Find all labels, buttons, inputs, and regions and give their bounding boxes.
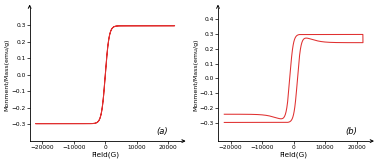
Y-axis label: Monment/Mass(emu/g): Monment/Mass(emu/g) <box>193 38 198 111</box>
Text: (a): (a) <box>157 127 168 136</box>
Text: (b): (b) <box>345 127 357 136</box>
Y-axis label: Monment/Mass(emu/g): Monment/Mass(emu/g) <box>5 38 10 111</box>
X-axis label: Field(G): Field(G) <box>280 152 308 158</box>
X-axis label: Field(G): Field(G) <box>91 152 119 158</box>
